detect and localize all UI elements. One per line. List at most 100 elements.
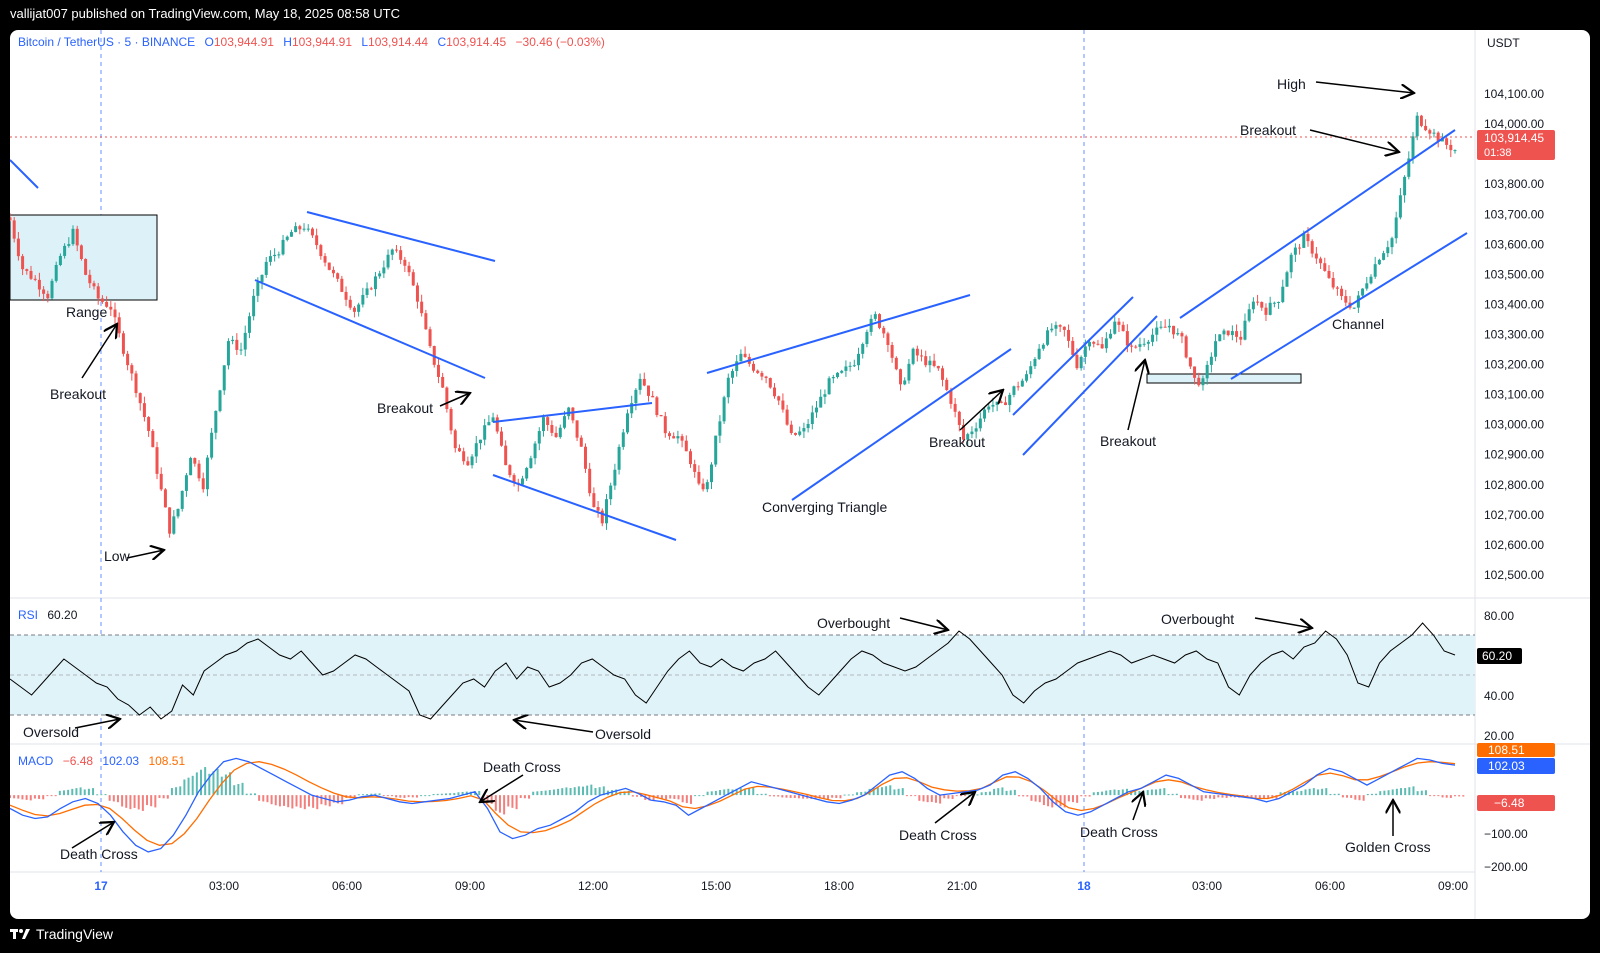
- trendline-left[interactable]: [10, 159, 39, 189]
- price-tick: 102,700.00: [1484, 508, 1544, 522]
- candle-body: [499, 431, 503, 446]
- macd-hist-bar: [536, 791, 539, 796]
- candle: [974, 422, 978, 439]
- candle: [743, 346, 747, 358]
- candle-body: [760, 372, 764, 377]
- candle: [100, 295, 104, 304]
- trendline-triangle-lower[interactable]: [791, 348, 1012, 501]
- trendline-channel2-upper[interactable]: [1179, 129, 1456, 319]
- macd-hist-bar: [1105, 790, 1108, 796]
- candle: [394, 244, 398, 253]
- candle-body: [777, 396, 781, 401]
- macd-hist-bar: [328, 795, 331, 807]
- candle: [907, 359, 911, 384]
- chart-panel[interactable]: Range Breakout Low Breakout Converging T…: [10, 30, 1590, 919]
- candle: [932, 353, 936, 368]
- candle: [1067, 324, 1071, 348]
- trendline-triangle-upper[interactable]: [706, 294, 971, 374]
- macd-legend-label: MACD: [18, 754, 54, 768]
- candle-body: [214, 410, 218, 433]
- macd-hist-bar: [1146, 790, 1149, 796]
- candle: [962, 418, 966, 443]
- candle-body: [1138, 344, 1142, 347]
- macd-hist-bar: [743, 788, 746, 796]
- trendline-channel1-upper[interactable]: [1012, 296, 1134, 416]
- arrow-breakout-1: [81, 324, 117, 379]
- price-axis[interactable]: 104,100.00 104,000.00 103,800.00 103,700.00…: [1484, 87, 1544, 582]
- candle-body: [466, 461, 470, 466]
- macd-hist-bar: [951, 795, 954, 799]
- candle: [978, 412, 982, 432]
- price-tick: 103,000.00: [1484, 418, 1544, 432]
- candle-body: [1289, 254, 1293, 273]
- time-axis[interactable]: 17 03:00 06:00 09:00 12:00 15:00 18:00 21:00 18 0…: [94, 879, 1468, 893]
- legend-symbol[interactable]: Bitcoin / TetherUS · 5 · BINANCE: [18, 35, 195, 49]
- ohlc-legend[interactable]: Bitcoin / TetherUS · 5 · BINANCE O103,94…: [18, 35, 605, 49]
- range-box[interactable]: [10, 214, 158, 301]
- candle: [529, 455, 533, 469]
- candle-body: [1218, 334, 1222, 342]
- candle: [1235, 324, 1239, 343]
- candle-body: [155, 447, 159, 474]
- candle: [390, 248, 394, 261]
- candle: [369, 286, 373, 291]
- candle-body: [1134, 346, 1138, 348]
- candle: [1226, 330, 1230, 337]
- candle: [558, 424, 562, 439]
- trendline-flag-upper[interactable]: [306, 211, 496, 262]
- candle: [1390, 236, 1394, 255]
- candle: [705, 479, 709, 493]
- macd-hist-bar: [706, 791, 709, 796]
- candle: [63, 243, 67, 259]
- candle: [1104, 332, 1108, 353]
- candle: [1117, 317, 1121, 333]
- candle-body: [130, 365, 134, 374]
- trendline-wedge-upper[interactable]: [492, 402, 653, 423]
- macd-hist-bar: [1424, 790, 1427, 796]
- macd-hist-bar: [370, 793, 373, 796]
- candle: [1092, 340, 1096, 348]
- macd-hist-bar: [988, 791, 991, 796]
- macd-legend[interactable]: MACD −6.48 102.03 108.51: [18, 754, 185, 768]
- macd-hist-bar: [1113, 789, 1116, 796]
- candle-body: [403, 259, 407, 266]
- trendline-channel2-lower[interactable]: [1230, 232, 1468, 380]
- macd-hist-bar: [515, 795, 518, 810]
- candle: [794, 432, 798, 436]
- macd-hist-bar: [1341, 795, 1344, 798]
- macd-signal-line: [10, 761, 1456, 846]
- macd-hist-bar: [1354, 795, 1357, 800]
- macd-hist-bar: [75, 788, 78, 796]
- macd-hist-bar: [71, 788, 74, 796]
- candle-body: [1314, 253, 1318, 259]
- candle-body: [88, 274, 92, 284]
- candle: [777, 395, 781, 406]
- candle: [1201, 375, 1205, 391]
- candle: [1205, 360, 1209, 385]
- candle-body: [201, 478, 205, 490]
- trendline-flag-lower[interactable]: [254, 279, 486, 379]
- trendline-channel1-lower[interactable]: [1022, 315, 1158, 456]
- trendline-wedge-lower[interactable]: [492, 474, 677, 541]
- last-price-timer: 01:38: [1484, 147, 1512, 159]
- candle-body: [159, 473, 163, 490]
- chart-svg[interactable]: Range Breakout Low Breakout Converging T…: [10, 30, 1590, 919]
- candle: [1449, 139, 1453, 158]
- macd-hist-bar: [752, 787, 755, 796]
- macd-hist-bar: [341, 795, 344, 805]
- candle: [625, 409, 629, 435]
- candle-body: [554, 432, 558, 438]
- rsi-legend[interactable]: RSI 60.20: [18, 608, 78, 622]
- footer-brand[interactable]: TradingView: [10, 926, 113, 942]
- support-box[interactable]: [1146, 373, 1302, 384]
- candle: [676, 430, 680, 444]
- candle-body: [739, 353, 743, 362]
- candle-body: [743, 353, 747, 357]
- macd-hist-bar: [1267, 795, 1270, 798]
- candle-body: [54, 265, 58, 281]
- candle: [243, 325, 247, 357]
- macd-hist-bar: [266, 795, 269, 803]
- macd-hist-bar: [453, 793, 456, 796]
- candle-body: [983, 409, 987, 419]
- macd-hist-bar: [503, 795, 506, 815]
